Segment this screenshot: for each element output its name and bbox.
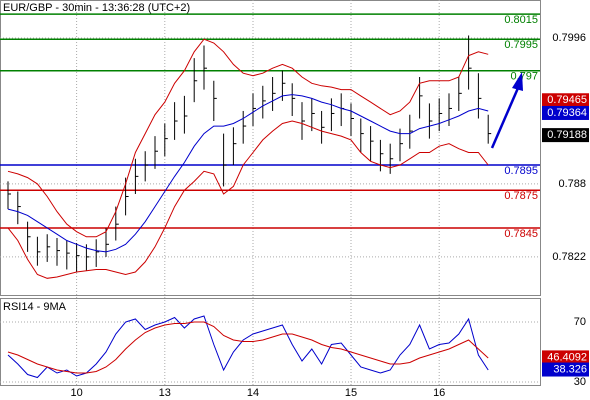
projection-arrow [490, 87, 520, 149]
level-label: 0.7845 [504, 228, 538, 240]
level-label: 0.797 [510, 71, 538, 83]
y-tick-label: 0.7996 [552, 32, 586, 44]
price-marker [542, 128, 589, 143]
price-marker [542, 350, 589, 365]
overlay-line [7, 38, 489, 238]
price-marker-label: 0.79364 [547, 107, 587, 119]
projection-arrow-head [512, 72, 523, 91]
y-tick-label: 30 [574, 376, 586, 388]
price-marker-label: 46.4092 [547, 351, 587, 363]
level-label: 0.7995 [504, 39, 538, 51]
price-marker [542, 93, 589, 108]
rsi-line [7, 321, 489, 374]
rsi-line [7, 315, 489, 379]
y-tick-label: 70 [574, 316, 586, 328]
rsi-title: RSI14 - 9MA [3, 301, 67, 313]
y-tick-label: 0.788 [558, 178, 586, 190]
rsi-panel [0, 298, 541, 386]
x-tick-label: 15 [345, 387, 357, 399]
price-marker-label: 38.326 [553, 363, 587, 375]
chart-title: EUR/GBP - 30min - 13:36:28 (UTC+2) [3, 2, 190, 14]
price-panel [0, 0, 541, 296]
level-label: 0.8015 [504, 14, 538, 26]
x-tick-label: 14 [247, 387, 259, 399]
price-marker [542, 105, 589, 120]
level-label: 0.7895 [504, 165, 538, 177]
price-marker-label: 0.79188 [547, 129, 587, 141]
y-tick-label: 0.7822 [552, 251, 586, 263]
level-label: 0.7875 [504, 190, 538, 202]
overlay-line [7, 120, 489, 279]
x-tick-label: 16 [433, 387, 445, 399]
overlay-line [7, 94, 489, 253]
x-tick-label: 13 [159, 387, 171, 399]
price-marker [542, 362, 589, 377]
x-tick-label: 10 [70, 387, 82, 399]
price-marker-label: 0.79465 [547, 94, 587, 106]
